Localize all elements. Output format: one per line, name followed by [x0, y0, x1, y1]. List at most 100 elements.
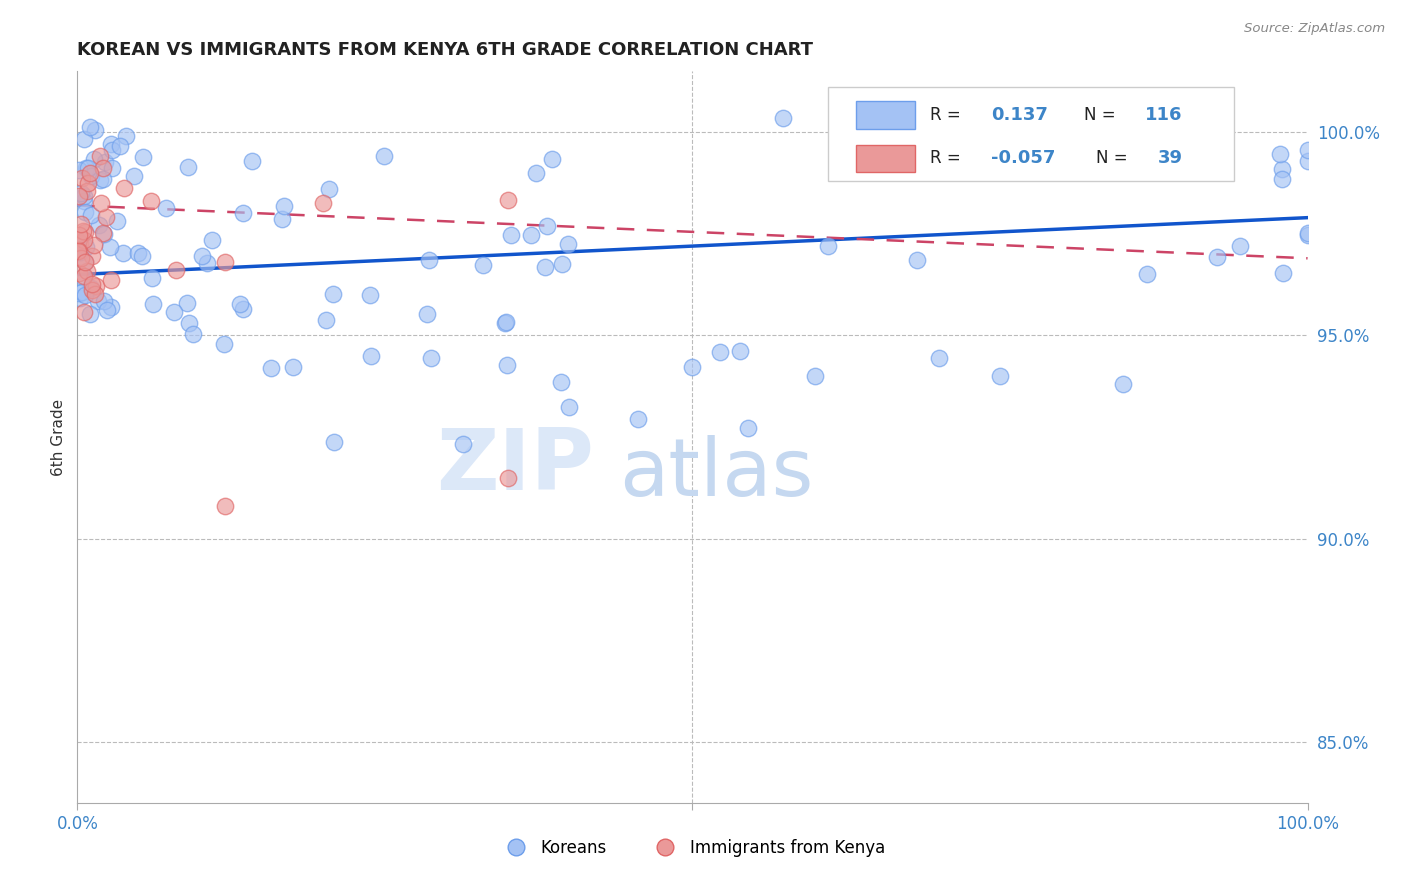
- Point: [115, 128, 138, 143]
- Point: [1272, 266, 1295, 280]
- Point: [195, 256, 218, 270]
- Point: [260, 360, 283, 375]
- Point: [550, 376, 572, 390]
- Point: [76, 184, 98, 198]
- Point: [67, 189, 90, 203]
- Text: 0.137: 0.137: [991, 106, 1049, 124]
- Point: [737, 421, 759, 435]
- Point: [214, 255, 236, 269]
- Point: [70, 285, 93, 300]
- Point: [177, 316, 200, 330]
- Point: [72, 305, 94, 319]
- Point: [75, 161, 97, 175]
- Point: [100, 300, 122, 314]
- Point: [69, 244, 91, 259]
- Point: [373, 149, 395, 163]
- Point: [804, 369, 827, 384]
- Point: [94, 210, 117, 224]
- Point: [359, 288, 381, 302]
- Point: [471, 258, 494, 272]
- Point: [91, 227, 114, 241]
- Point: [75, 254, 97, 268]
- Point: [229, 297, 252, 311]
- Point: [360, 349, 382, 363]
- Point: [69, 291, 91, 305]
- Text: Source: ZipAtlas.com: Source: ZipAtlas.com: [1244, 22, 1385, 36]
- Point: [73, 204, 96, 219]
- Point: [273, 199, 295, 213]
- Point: [72, 194, 94, 208]
- Point: [67, 266, 90, 280]
- Point: [80, 249, 103, 263]
- Point: [108, 138, 131, 153]
- Text: ZIP: ZIP: [436, 425, 595, 508]
- Text: R =: R =: [929, 150, 966, 168]
- Point: [77, 177, 100, 191]
- Point: [79, 307, 101, 321]
- Point: [93, 293, 115, 308]
- Point: [312, 196, 335, 211]
- Point: [73, 269, 96, 284]
- Point: [73, 189, 96, 203]
- Text: 116: 116: [1146, 106, 1182, 124]
- Point: [627, 411, 650, 425]
- Point: [91, 172, 114, 186]
- Point: [1296, 143, 1319, 157]
- Point: [201, 233, 224, 247]
- Point: [496, 471, 519, 485]
- Point: [1296, 153, 1319, 168]
- Point: [83, 237, 105, 252]
- Point: [1133, 152, 1156, 166]
- Text: KOREAN VS IMMIGRANTS FROM KENYA 6TH GRADE CORRELATION CHART: KOREAN VS IMMIGRANTS FROM KENYA 6TH GRAD…: [77, 41, 813, 59]
- Point: [988, 368, 1011, 383]
- Point: [817, 239, 839, 253]
- Text: 39: 39: [1157, 150, 1182, 168]
- Point: [1136, 267, 1159, 281]
- Point: [73, 287, 96, 301]
- Point: [70, 186, 93, 201]
- Point: [214, 499, 236, 513]
- Point: [541, 152, 564, 166]
- Point: [131, 249, 153, 263]
- Point: [914, 155, 936, 169]
- Point: [80, 281, 103, 295]
- Point: [67, 162, 90, 177]
- Point: [73, 233, 96, 247]
- Point: [73, 254, 96, 268]
- Point: [165, 263, 187, 277]
- Point: [76, 264, 98, 278]
- Point: [416, 307, 439, 321]
- Point: [558, 400, 581, 414]
- Point: [72, 170, 94, 185]
- Point: [322, 287, 344, 301]
- Point: [96, 303, 118, 318]
- Point: [142, 297, 165, 311]
- Point: [994, 131, 1017, 145]
- Point: [536, 219, 558, 233]
- Point: [183, 327, 205, 342]
- Point: [141, 194, 163, 208]
- Point: [67, 286, 90, 301]
- Point: [494, 316, 516, 330]
- Point: [127, 246, 149, 260]
- Point: [67, 234, 90, 248]
- Point: [1271, 171, 1294, 186]
- Point: [73, 225, 96, 239]
- Point: [176, 296, 198, 310]
- Legend: Koreans, Immigrants from Kenya: Koreans, Immigrants from Kenya: [492, 832, 893, 864]
- Point: [281, 359, 304, 374]
- Point: [67, 227, 90, 242]
- Text: N =: N =: [1084, 106, 1121, 124]
- Point: [419, 351, 441, 365]
- Point: [89, 149, 111, 163]
- Point: [928, 351, 950, 365]
- Point: [524, 166, 547, 180]
- Point: [69, 217, 91, 231]
- Point: [1112, 376, 1135, 391]
- Bar: [856, 102, 915, 129]
- Point: [111, 246, 134, 260]
- Point: [79, 120, 101, 134]
- Point: [519, 227, 541, 242]
- Point: [240, 154, 263, 169]
- Point: [80, 283, 103, 297]
